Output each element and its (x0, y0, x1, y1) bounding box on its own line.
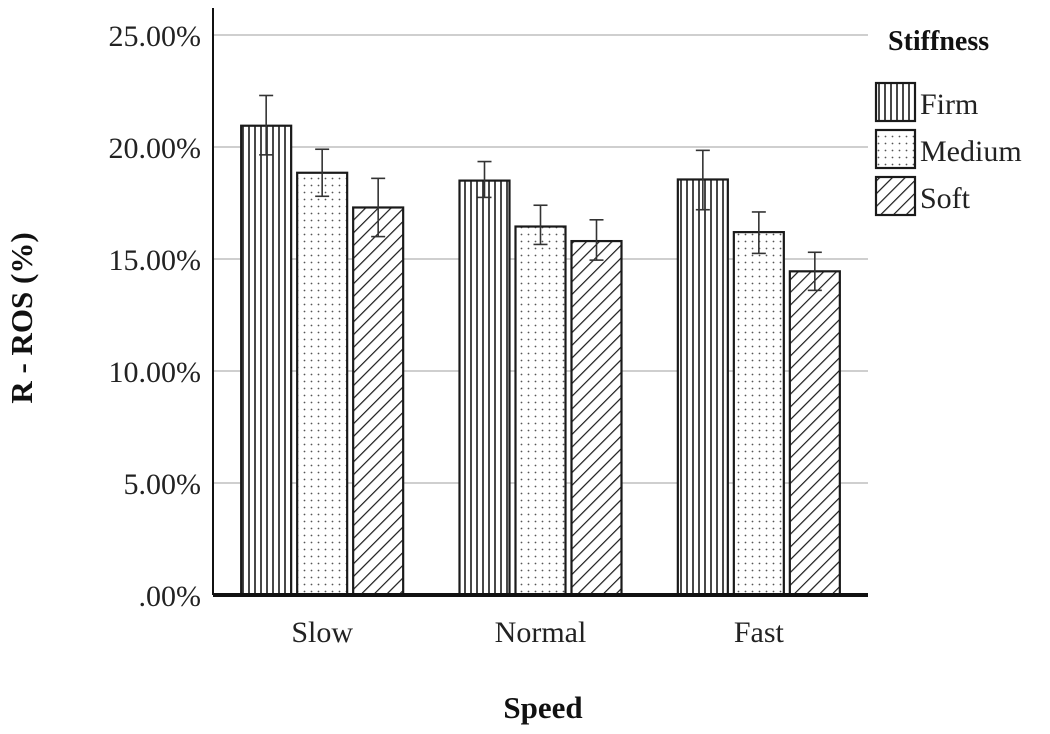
legend-label-firm: Firm (920, 88, 978, 121)
y-tick-label: 20.00% (109, 132, 202, 165)
y-axis-title: R - ROS (%) (4, 232, 39, 403)
x-category-label-fast: Fast (734, 616, 785, 649)
x-category-label-normal: Normal (495, 616, 587, 649)
bar-normal-soft (570, 239, 623, 597)
bar-fast-soft (788, 270, 841, 597)
bar-normal-medium (514, 225, 567, 597)
bar-fast-medium (732, 231, 785, 597)
y-tick-label: 5.00% (124, 468, 202, 501)
legend-swatch-soft (874, 175, 917, 217)
bar-fast-firm (676, 178, 729, 597)
x-axis-title: Speed (503, 690, 582, 725)
legend-swatch-medium (874, 128, 917, 170)
bar-slow-medium (296, 171, 349, 597)
x-category-label-slow: Slow (291, 616, 353, 649)
bars (240, 94, 841, 597)
legend-title: Stiffness (888, 26, 989, 57)
legend: Stiffness Firm Medium Soft (874, 26, 1022, 217)
y-tick-label: 10.00% (109, 356, 202, 389)
y-tick-label: 25.00% (109, 20, 202, 53)
y-tick-labels: .00% 5.00% 10.00% 15.00% 20.00% 25.00% (109, 20, 202, 613)
category-labels: Slow Normal Fast (291, 616, 784, 649)
bar-normal-firm (458, 179, 511, 597)
bar-slow-firm (240, 124, 293, 597)
legend-swatch-firm (874, 81, 917, 123)
axes (212, 8, 868, 597)
bar-slow-soft (352, 206, 405, 597)
legend-label-medium: Medium (920, 135, 1022, 168)
legend-label-soft: Soft (920, 182, 971, 215)
y-tick-label: 15.00% (109, 244, 202, 277)
y-tick-label: .00% (139, 580, 202, 613)
